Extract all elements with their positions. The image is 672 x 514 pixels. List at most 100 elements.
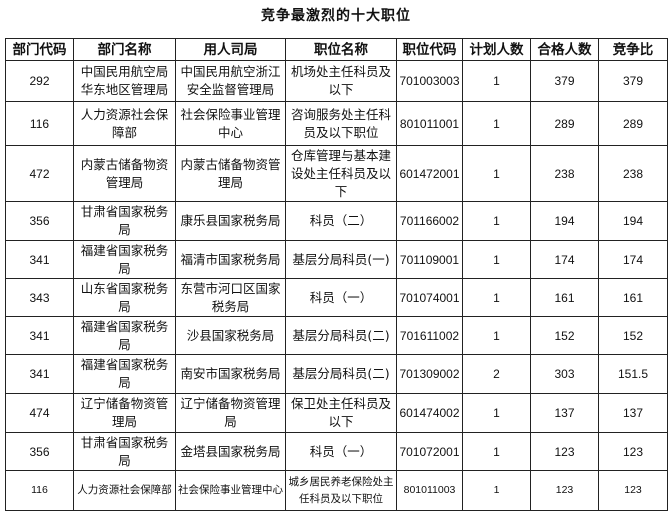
cell-dept-name: 中国民用航空局华东地区管理局	[73, 60, 176, 102]
cell-competition-ratio: 161	[598, 278, 668, 317]
cell-dept-code: 343	[5, 278, 74, 317]
cell-position-code: 701074001	[396, 278, 463, 317]
cell-competition-ratio: 238	[598, 145, 668, 202]
cell-dept-code: 341	[5, 316, 74, 355]
cell-dept-code: 472	[5, 145, 74, 202]
cell-dept-name: 甘肃省国家税务局	[73, 201, 176, 241]
cell-qualified-count: 194	[530, 201, 599, 241]
cell-planned-count: 1	[462, 145, 531, 202]
cell-qualified-count: 238	[530, 145, 599, 202]
cell-position-code: 801011001	[396, 101, 463, 146]
cell-planned-count: 1	[462, 60, 531, 102]
cell-position-name: 咨询服务处主任科员及以下职位	[285, 101, 397, 146]
table-row: 341 福建省国家税务局 沙县国家税务局 基层分局科员(二) 701611002 1 152…	[5, 316, 668, 355]
cell-planned-count: 1	[462, 278, 531, 317]
cell-dept-code: 341	[5, 240, 74, 279]
cell-dept-code: 116	[5, 101, 74, 146]
cell-competition-ratio: 379	[598, 60, 668, 102]
cell-competition-ratio: 123	[598, 432, 668, 471]
column-header-bureau: 用人司局	[175, 38, 286, 61]
cell-planned-count: 1	[462, 101, 531, 146]
cell-competition-ratio: 152	[598, 316, 668, 355]
cell-position-name: 机场处主任科员及以下	[285, 60, 397, 102]
cell-position-name: 基层分局科员(二)	[285, 354, 397, 394]
cell-dept-name: 山东省国家税务局	[73, 278, 176, 317]
cell-position-code: 701072001	[396, 432, 463, 471]
cell-dept-name: 福建省国家税务局	[73, 240, 176, 279]
cell-position-code: 701003003	[396, 60, 463, 102]
cell-position-code: 701166002	[396, 201, 463, 241]
cell-bureau: 内蒙古储备物资管理局	[175, 145, 286, 202]
cell-qualified-count: 174	[530, 240, 599, 279]
cell-dept-code: 116	[5, 470, 74, 511]
column-header-competition-ratio: 竞争比	[598, 38, 668, 61]
cell-bureau: 社会保险事业管理中心	[175, 101, 286, 146]
table-header-row: 部门代码 部门名称 用人司局 职位名称 职位代码 计划人数 合格人数 竞争比	[5, 38, 668, 61]
cell-dept-code: 356	[5, 432, 74, 471]
cell-qualified-count: 161	[530, 278, 599, 317]
cell-planned-count: 1	[462, 201, 531, 241]
cell-position-name: 科员（一）	[285, 432, 397, 471]
column-header-position-name: 职位名称	[285, 38, 397, 61]
cell-bureau: 金塔县国家税务局	[175, 432, 286, 471]
cell-position-name: 仓库管理与基本建设处主任科员及以下	[285, 145, 397, 202]
cell-dept-code: 292	[5, 60, 74, 102]
cell-competition-ratio: 123	[598, 470, 668, 511]
cell-bureau: 辽宁储备物资管理局	[175, 393, 286, 433]
cell-bureau: 南安市国家税务局	[175, 354, 286, 394]
cell-qualified-count: 152	[530, 316, 599, 355]
cell-position-name: 保卫处主任科员及以下	[285, 393, 397, 433]
table-row: 341 福建省国家税务局 福清市国家税务局 基层分局科员(一) 701109001 1 17…	[5, 240, 668, 279]
table-row: 474 辽宁储备物资管理局 辽宁储备物资管理局 保卫处主任科员及以下 601474002…	[5, 393, 668, 433]
cell-position-code: 701109001	[396, 240, 463, 279]
table-row: 343 山东省国家税务局 东营市河口区国家税务局 科员（一） 701074001 1 161…	[5, 278, 668, 317]
cell-dept-name: 人力资源社会保障部	[73, 470, 176, 511]
positions-table: 部门代码 部门名称 用人司局 职位名称 职位代码 计划人数 合格人数 竞争比 292 中国民用航…	[5, 38, 668, 511]
column-header-qualified-count: 合格人数	[530, 38, 599, 61]
table-row: 341 福建省国家税务局 南安市国家税务局 基层分局科员(二) 701309002 2 30…	[5, 354, 668, 394]
cell-position-name: 科员（一）	[285, 278, 397, 317]
cell-planned-count: 1	[462, 316, 531, 355]
cell-bureau: 康乐县国家税务局	[175, 201, 286, 241]
cell-bureau: 社会保险事业管理中心	[175, 470, 286, 511]
cell-dept-code: 341	[5, 354, 74, 394]
cell-bureau: 福清市国家税务局	[175, 240, 286, 279]
cell-position-code: 701611002	[396, 316, 463, 355]
table-row: 292 中国民用航空局华东地区管理局 中国民用航空浙江安全监督管理局 机场处主任科员及…	[5, 60, 668, 102]
cell-position-code: 801011003	[396, 470, 463, 511]
table-row: 356 甘肃省国家税务局 康乐县国家税务局 科员（二） 701166002 1 194 194	[5, 201, 668, 241]
cell-bureau: 沙县国家税务局	[175, 316, 286, 355]
cell-qualified-count: 137	[530, 393, 599, 433]
table-row: 472 内蒙古储备物资管理局 内蒙古储备物资管理局 仓库管理与基本建设处主任科员及以下…	[5, 145, 668, 202]
page-title: 竞争最激烈的十大职位	[261, 8, 411, 24]
cell-competition-ratio: 289	[598, 101, 668, 146]
column-header-position-code: 职位代码	[396, 38, 463, 61]
cell-planned-count: 1	[462, 432, 531, 471]
cell-qualified-count: 303	[530, 354, 599, 394]
cell-dept-name: 甘肃省国家税务局	[73, 432, 176, 471]
cell-planned-count: 2	[462, 354, 531, 394]
cell-dept-name: 辽宁储备物资管理局	[73, 393, 176, 433]
cell-qualified-count: 123	[530, 432, 599, 471]
column-header-dept-name: 部门名称	[73, 38, 176, 61]
cell-dept-code: 474	[5, 393, 74, 433]
table-row: 116 人力资源社会保障部 社会保险事业管理中心 城乡居民养老保险处主任科员及以下职位…	[5, 470, 668, 511]
cell-position-name: 城乡居民养老保险处主任科员及以下职位	[285, 470, 397, 511]
cell-qualified-count: 289	[530, 101, 599, 146]
cell-qualified-count: 379	[530, 60, 599, 102]
cell-position-name: 基层分局科员(一)	[285, 240, 397, 279]
cell-position-code: 601472001	[396, 145, 463, 202]
column-header-planned-count: 计划人数	[462, 38, 531, 61]
cell-competition-ratio: 151.5	[598, 354, 668, 394]
cell-bureau: 中国民用航空浙江安全监督管理局	[175, 60, 286, 102]
cell-planned-count: 1	[462, 393, 531, 433]
table-row: 116 人力资源社会保障部 社会保险事业管理中心 咨询服务处主任科员及以下职位 8010…	[5, 101, 668, 146]
column-header-dept-code: 部门代码	[5, 38, 74, 61]
cell-position-name: 科员（二）	[285, 201, 397, 241]
cell-dept-name: 人力资源社会保障部	[73, 101, 176, 146]
cell-dept-name: 福建省国家税务局	[73, 316, 176, 355]
cell-qualified-count: 123	[530, 470, 599, 511]
cell-position-code: 701309002	[396, 354, 463, 394]
cell-position-code: 601474002	[396, 393, 463, 433]
cell-dept-name: 福建省国家税务局	[73, 354, 176, 394]
